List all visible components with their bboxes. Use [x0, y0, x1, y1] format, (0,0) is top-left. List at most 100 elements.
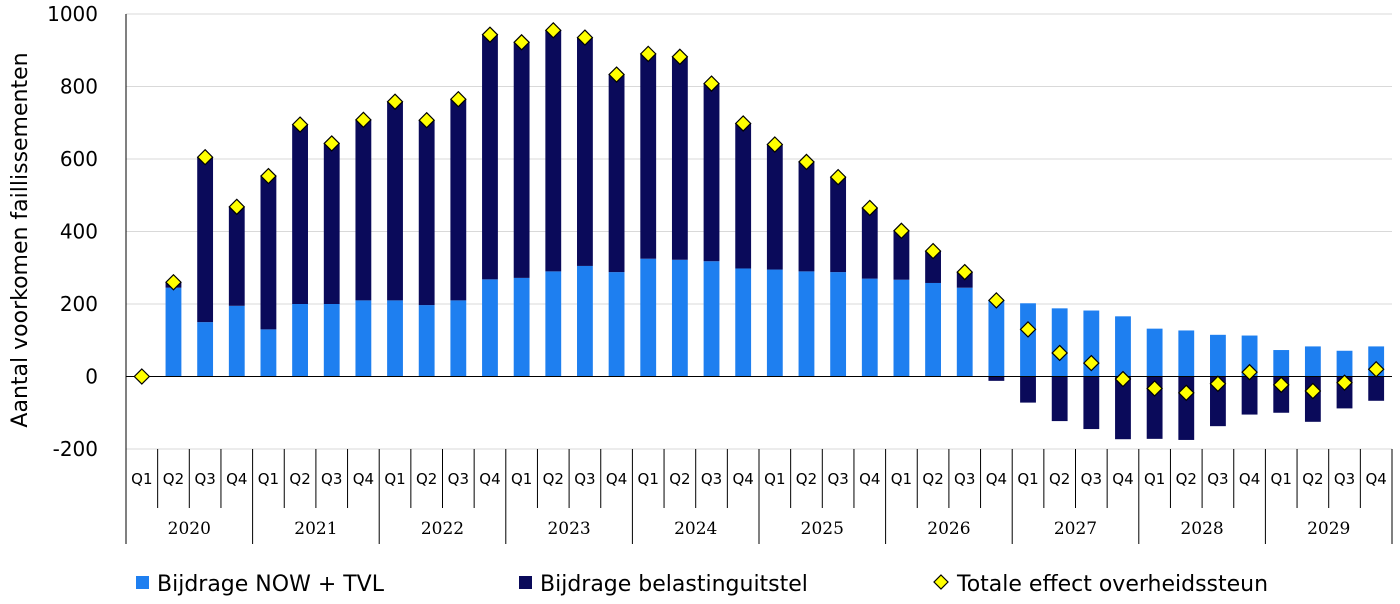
- marker-totaal: [323, 135, 341, 152]
- bar-belastinguitstel: [1210, 376, 1226, 427]
- x-tick-label-year: 2023: [547, 519, 590, 539]
- x-tick-label-quarter: Q1: [638, 470, 659, 488]
- bar-belastinguitstel: [482, 34, 498, 280]
- bar-now-tvl: [798, 271, 815, 377]
- bar-now-tvl: [197, 322, 214, 377]
- bar-belastinguitstel: [1241, 376, 1258, 415]
- marker-totaal: [1336, 374, 1353, 392]
- y-tick-label: 200: [60, 292, 98, 316]
- x-tick-label-year: 2024: [674, 519, 717, 539]
- x-axis-layer: Q1 Q2 Q3 Q4 Q1 Q2 Q3 Q4 Q1 Q2 Q3 Q4 Q1 Q2 Q3 Q4 Q1 Q2 Q3 Q4…: [125, 14, 1393, 544]
- x-tick-label-year: 2027: [1054, 519, 1097, 539]
- bar-now-tvl: [513, 277, 530, 377]
- bar-belastinguitstel: [830, 177, 847, 273]
- marker-totaal: [576, 29, 594, 46]
- x-tick-label-quarter: Q2: [416, 470, 437, 488]
- bar-now-tvl: [861, 278, 878, 377]
- y-axis-ticks: -200 0 200 400 600 800 1000: [47, 2, 98, 461]
- bar-belastinguitstel: [893, 230, 910, 280]
- bar-now-tvl: [323, 304, 340, 377]
- bar-belastinguitstel: [1115, 376, 1131, 440]
- x-tick-label-quarter: Q3: [321, 470, 342, 488]
- bar-now-tvl: [450, 300, 467, 377]
- marker-totaal: [703, 75, 720, 92]
- marker-totaal: [1051, 344, 1069, 362]
- marker-totaal: [1114, 370, 1132, 388]
- legend-label-now-tvl: Bijdrage NOW + TVL: [157, 572, 385, 597]
- marker-totaal: [165, 273, 182, 291]
- marker-totaal: [924, 242, 942, 260]
- y-tick-label: 800: [60, 75, 98, 99]
- marker-totaal: [544, 21, 562, 39]
- x-tick-label-year: 2029: [1307, 519, 1350, 539]
- y-tick-label: 1000: [47, 2, 98, 26]
- bar-now-tvl: [988, 300, 1005, 377]
- x-tick-label-year: 2021: [294, 519, 337, 539]
- x-tick-label-quarter: Q3: [954, 470, 975, 488]
- x-tick-label-quarter: Q3: [827, 470, 848, 488]
- bar-now-tvl: [1273, 350, 1290, 377]
- x-tick-label-quarter: Q1: [891, 470, 912, 488]
- bar-belastinguitstel: [292, 124, 308, 304]
- x-tick-label-quarter: Q4: [732, 470, 753, 488]
- bar-now-tvl: [1210, 334, 1226, 377]
- x-tick-label-year: 2020: [168, 519, 211, 539]
- y-tick-label: 400: [60, 220, 98, 244]
- x-tick-label-quarter: Q1: [258, 470, 279, 488]
- bar-now-tvl: [418, 305, 435, 377]
- x-tick-label-quarter: Q2: [1049, 470, 1070, 488]
- bars-layer: [165, 30, 1385, 440]
- marker-totaal: [1241, 363, 1258, 381]
- bar-now-tvl: [830, 272, 847, 377]
- x-tick-label-quarter: Q4: [859, 470, 880, 488]
- x-tick-label-quarter: Q3: [194, 470, 215, 488]
- bar-now-tvl: [228, 305, 245, 377]
- marker-totaal: [671, 48, 689, 66]
- bar-belastinguitstel: [703, 83, 720, 262]
- marker-totaal: [481, 26, 499, 44]
- bar-belastinguitstel: [1083, 376, 1100, 430]
- marker-totaal: [956, 263, 974, 281]
- bar-belastinguitstel: [228, 206, 245, 306]
- x-tick-label-quarter: Q4: [606, 470, 627, 488]
- bar-now-tvl: [925, 282, 941, 377]
- bar-now-tvl: [387, 300, 403, 377]
- marker-totaal: [355, 111, 372, 129]
- bar-now-tvl: [735, 268, 752, 377]
- y-tick-label: -200: [53, 437, 98, 461]
- bar-now-tvl: [1051, 308, 1068, 377]
- marker-totaal: [1019, 321, 1037, 338]
- bar-belastinguitstel: [861, 207, 878, 279]
- bar-belastinguitstel: [260, 176, 277, 330]
- marker-totaal: [988, 292, 1005, 309]
- bar-belastinguitstel: [925, 251, 941, 283]
- bar-now-tvl: [577, 265, 593, 377]
- bar-belastinguitstel: [387, 101, 403, 301]
- x-tick-label-quarter: Q1: [764, 470, 785, 488]
- legend: Bijdrage NOW + TVL Bijdrage belastinguit…: [136, 572, 1268, 597]
- x-tick-label-quarter: Q1: [1017, 470, 1038, 488]
- bar-belastinguitstel: [671, 56, 688, 260]
- x-tick-label-year: 2026: [927, 519, 970, 539]
- marker-totaal: [798, 153, 815, 171]
- marker-totaal: [260, 167, 277, 185]
- x-tick-label-quarter: Q2: [1302, 470, 1323, 488]
- bar-now-tvl: [482, 279, 498, 377]
- x-tick-label-quarter: Q4: [986, 470, 1007, 488]
- x-tick-label-quarter: Q1: [1271, 470, 1292, 488]
- y-tick-label: 0: [85, 365, 98, 389]
- x-tick-label-year: 2025: [801, 519, 844, 539]
- bar-now-tvl: [1115, 316, 1131, 377]
- marker-totaal: [196, 148, 214, 166]
- legend-swatch-belastinguitstel: [519, 576, 532, 589]
- legend-label-totaal: Totale effect overheidssteun: [956, 572, 1268, 597]
- x-tick-label-year: 2022: [421, 519, 464, 539]
- y-tick-label: 600: [60, 147, 98, 171]
- marker-totaal: [513, 33, 530, 51]
- x-tick-label-quarter: Q3: [1207, 470, 1228, 488]
- marker-totaal: [386, 93, 404, 111]
- bar-belastinguitstel: [988, 376, 1005, 381]
- marker-totaal: [1272, 376, 1290, 394]
